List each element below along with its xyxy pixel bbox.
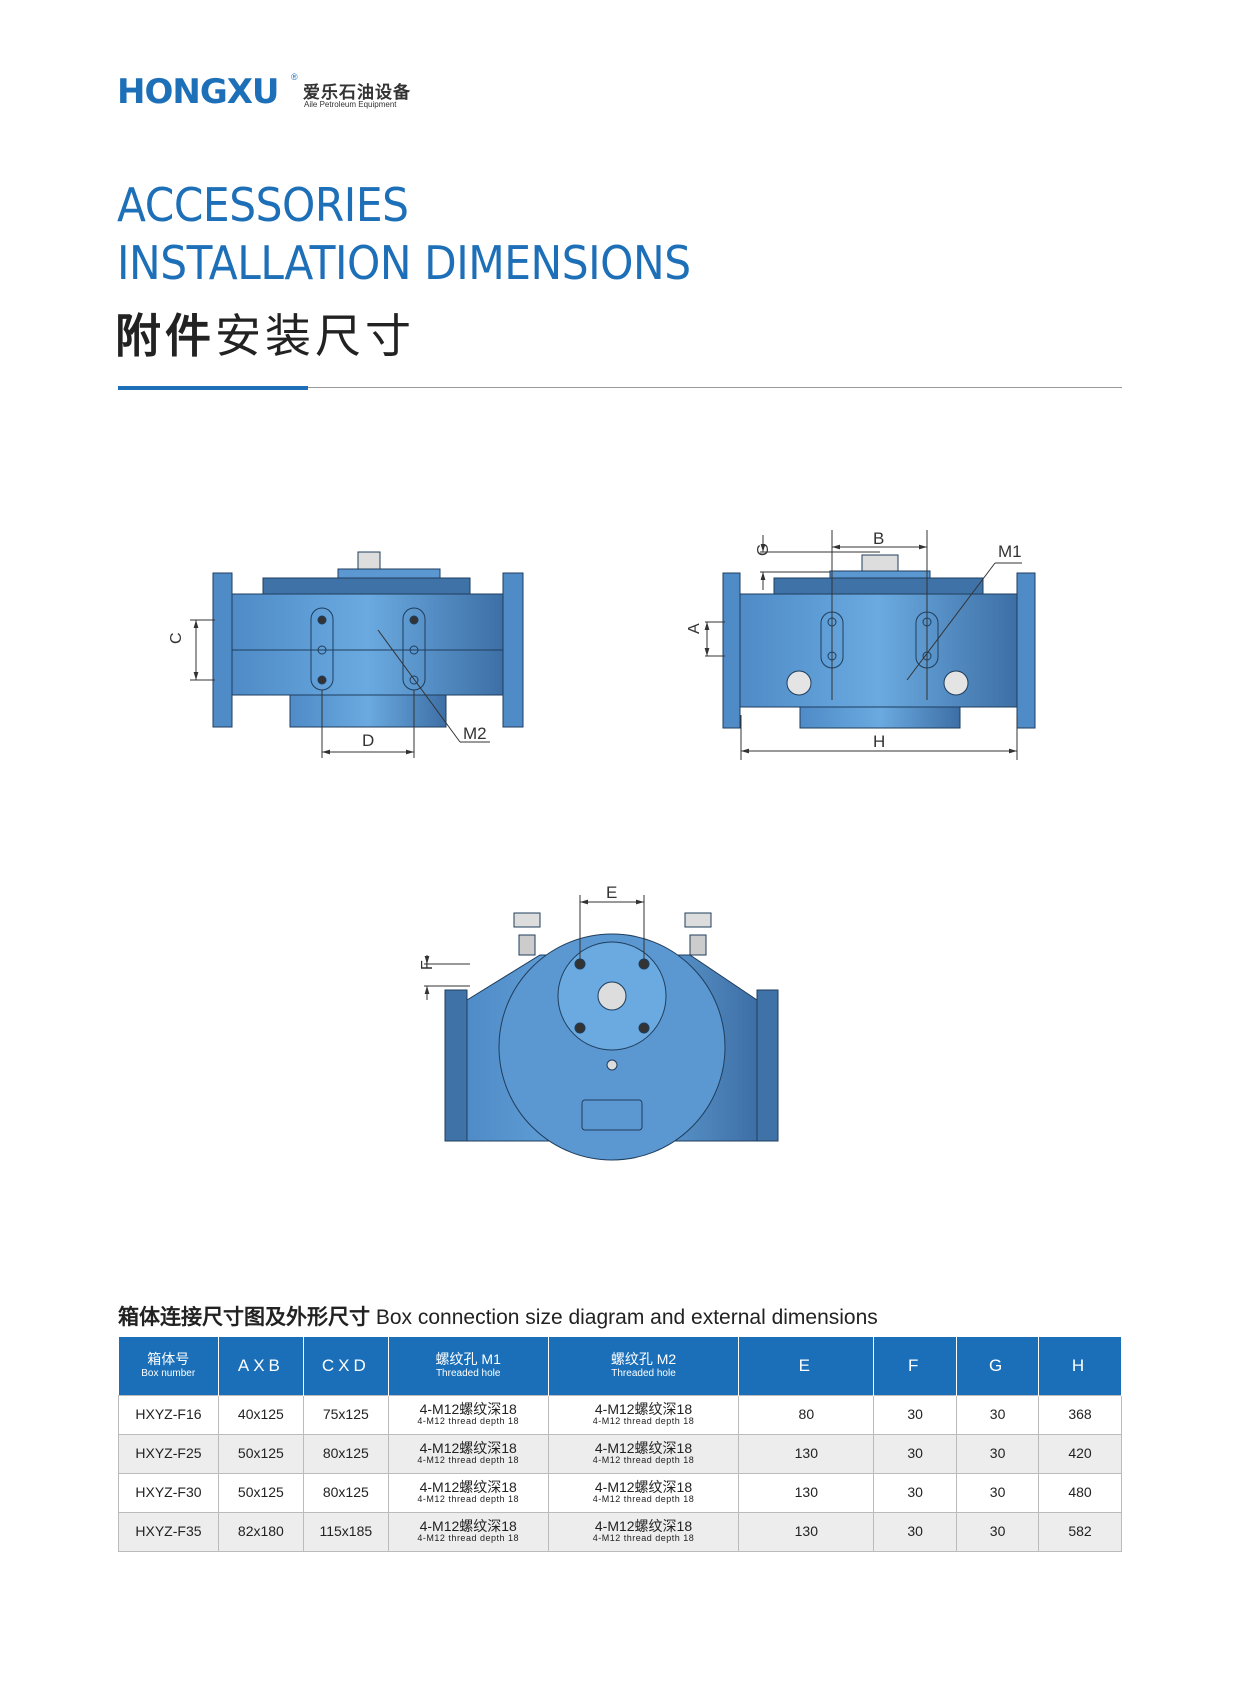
front-view-drawing xyxy=(722,554,1036,729)
cell-g: 30 xyxy=(956,1433,1040,1474)
front-view-dimensions xyxy=(704,530,1022,760)
table-title: 箱体连接尺寸图及外形尺寸 Box connection size diagram… xyxy=(118,1301,878,1331)
cell-h: 582 xyxy=(1038,1511,1122,1552)
cell-m1: 4-M12螺纹深18 4-M12 thread depth 18 xyxy=(387,1394,549,1435)
dim-label-b: B xyxy=(873,529,884,548)
cell-cxd: 80x125 xyxy=(302,1433,389,1474)
col-f: F xyxy=(873,1337,958,1395)
dim-label-g: G xyxy=(755,544,772,556)
side-view-dimensions xyxy=(190,619,490,758)
cell-box: HXYZ-F30 xyxy=(118,1472,219,1513)
logo-en: Aile Petroleum Equipment xyxy=(304,100,397,109)
logo-brand: HONGXU xyxy=(117,72,280,112)
heading-line2: INSTALLATION DIMENSIONS xyxy=(117,236,691,290)
cell-cxd: 80x125 xyxy=(302,1472,389,1513)
heading-cn-bold: 附件 xyxy=(115,310,215,362)
col-m1: 螺纹孔 M1 Threaded hole xyxy=(388,1337,549,1395)
cell-e: 80 xyxy=(738,1394,875,1435)
cell-box: HXYZ-F16 xyxy=(118,1394,219,1435)
col-h: H xyxy=(1038,1337,1122,1395)
cell-m2: 4-M12螺纹深18 4-M12 thread depth 18 xyxy=(547,1511,740,1552)
dimensions-table: 箱体号 Box number AXB CXD 螺纹孔 M1 Threaded hol… xyxy=(118,1337,1122,1552)
registered-mark: ® xyxy=(291,72,298,82)
cell-m2: 4-M12螺纹深18 4-M12 thread depth 18 xyxy=(547,1433,740,1474)
table-row: HXYZ-F25 50x125 80x125 4-M12螺纹深18 4-M12 thre… xyxy=(118,1433,1122,1474)
col-e: E xyxy=(738,1337,875,1395)
col-box-number: 箱体号 Box number xyxy=(118,1337,219,1395)
cell-box: HXYZ-F35 xyxy=(118,1511,219,1552)
cell-cxd: 75x125 xyxy=(302,1394,389,1435)
cell-e: 130 xyxy=(738,1433,875,1474)
dim-label-h: H xyxy=(873,732,885,751)
col-axb: AXB xyxy=(218,1337,304,1395)
table-row: HXYZ-F16 40x125 75x125 4-M12螺纹深18 4-M12 thre… xyxy=(118,1394,1122,1435)
cell-axb: 82x180 xyxy=(217,1511,304,1552)
col-m2: 螺纹孔 M2 Threaded hole xyxy=(548,1337,740,1395)
dim-label-f: F xyxy=(419,960,436,970)
table-title-cn: 箱体连接尺寸图及外形尺寸 xyxy=(118,1306,370,1329)
dim-label-a: A xyxy=(686,623,703,634)
heading-line1: ACCESSORIES xyxy=(117,178,409,232)
cell-h: 420 xyxy=(1038,1433,1122,1474)
cell-m2: 4-M12螺纹深18 4-M12 thread depth 18 xyxy=(547,1394,740,1435)
cell-f: 30 xyxy=(873,1472,958,1513)
cell-e: 130 xyxy=(738,1511,875,1552)
dim-label-e: E xyxy=(606,883,617,902)
col-cxd: CXD xyxy=(303,1337,389,1395)
cell-e: 130 xyxy=(738,1472,875,1513)
heading-cn: 附件安装尺寸 xyxy=(115,300,415,366)
cell-f: 30 xyxy=(873,1433,958,1474)
cell-h: 480 xyxy=(1038,1472,1122,1513)
cell-cxd: 115x185 xyxy=(302,1511,389,1552)
table-row: HXYZ-F35 82x180 115x185 4-M12螺纹深18 4-M12 thr… xyxy=(118,1511,1122,1552)
top-view-dimensions xyxy=(424,895,645,1000)
col-g: G xyxy=(956,1337,1040,1395)
divider-accent xyxy=(118,386,308,390)
cell-m1: 4-M12螺纹深18 4-M12 thread depth 18 xyxy=(387,1472,549,1513)
cell-m2: 4-M12螺纹深18 4-M12 thread depth 18 xyxy=(547,1472,740,1513)
top-view-drawing xyxy=(444,912,779,1161)
label-m2: M2 xyxy=(463,724,487,743)
cell-h: 368 xyxy=(1038,1394,1122,1435)
cell-axb: 40x125 xyxy=(217,1394,304,1435)
cell-axb: 50x125 xyxy=(217,1433,304,1474)
logo-cn: 爱乐石油设备 xyxy=(303,83,411,102)
cell-g: 30 xyxy=(956,1472,1040,1513)
heading-cn-regular: 安装尺寸 xyxy=(215,310,415,362)
technical-drawings: C D M2 B G M1 A H E F xyxy=(168,529,1036,1161)
label-m1: M1 xyxy=(998,542,1022,561)
table-header-row: 箱体号 Box number AXB CXD 螺纹孔 M1 Threaded hol… xyxy=(118,1337,1122,1395)
dim-label-d: D xyxy=(362,731,374,750)
table-title-en: Box connection size diagram and external… xyxy=(375,1306,878,1329)
table-row: HXYZ-F30 50x125 80x125 4-M12螺纹深18 4-M12 thre… xyxy=(118,1472,1122,1513)
cell-m1: 4-M12螺纹深18 4-M12 thread depth 18 xyxy=(387,1433,549,1474)
cell-g: 30 xyxy=(956,1394,1040,1435)
cell-m1: 4-M12螺纹深18 4-M12 thread depth 18 xyxy=(387,1511,549,1552)
cell-f: 30 xyxy=(873,1394,958,1435)
side-view-drawing xyxy=(212,551,524,728)
cell-box: HXYZ-F25 xyxy=(118,1433,219,1474)
cell-axb: 50x125 xyxy=(217,1472,304,1513)
dim-label-c: C xyxy=(168,632,185,644)
divider xyxy=(118,387,1122,388)
cell-g: 30 xyxy=(956,1511,1040,1552)
cell-f: 30 xyxy=(873,1511,958,1552)
